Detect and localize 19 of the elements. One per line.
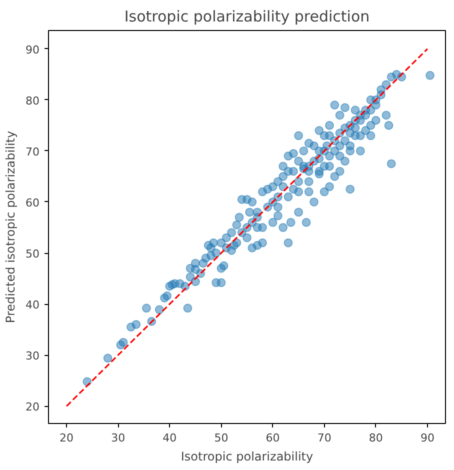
x-axis-title: Isotropic polarizability	[180, 450, 314, 464]
y-tick-label: 20	[26, 400, 40, 414]
y-tick-label: 80	[26, 94, 40, 108]
y-tick-label: 50	[26, 248, 40, 261]
y-tick-label: 40	[26, 298, 40, 312]
y-tick-label: 30	[26, 350, 40, 363]
x-tick-label: 20	[60, 432, 74, 444]
x-tick-label: 80	[368, 432, 383, 444]
y-axis-title: Predicted isotropic polarizability	[4, 130, 18, 324]
x-tick-label: 30	[111, 432, 126, 444]
x-tick-label: 60	[266, 432, 280, 444]
x-tick-label: 90	[420, 432, 434, 444]
x-tick-label: 70	[317, 432, 332, 444]
x-tick-label: 40	[162, 432, 177, 444]
y-tick-label: 90	[26, 43, 40, 56]
chart-title: Isotropic polarizability prediction	[124, 8, 370, 26]
y-tick-label: 70	[26, 145, 40, 158]
y-tick-label: 60	[26, 196, 40, 210]
x-tick-label: 50	[214, 432, 228, 444]
